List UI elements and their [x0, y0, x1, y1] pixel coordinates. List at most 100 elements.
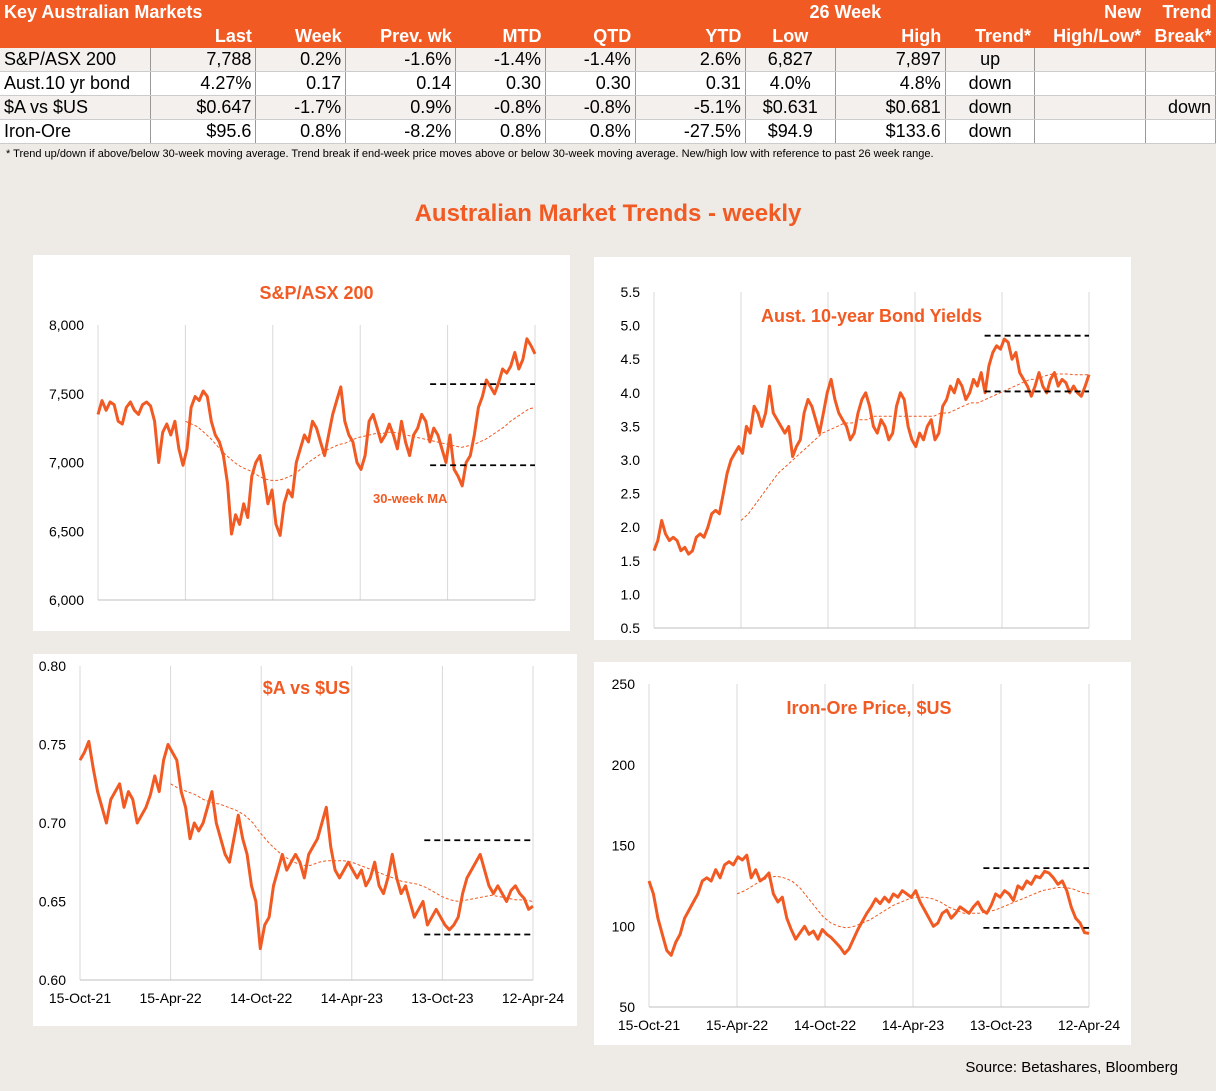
table-header-row-2: Last Week Prev. wk MTD QTD YTD Low High … — [0, 24, 1216, 48]
x-tick-label: 13-Oct-23 — [411, 990, 473, 1006]
x-tick-label: 14-Apr-23 — [321, 990, 383, 1006]
footnote: * Trend up/down if above/below 30-week m… — [6, 148, 934, 160]
y-tick-label: 2.5 — [621, 486, 641, 502]
iron-chart: 15-Oct-21 15-Apr-22 14-Oct-22 14-Apr-23 13-O… — [612, 676, 1121, 1033]
x-tick-label: 14-Oct-22 — [230, 990, 292, 1006]
moving-average-line — [185, 407, 536, 481]
table-cell-low: $0.631 — [745, 95, 836, 120]
table-cell-ytd: 0.31 — [635, 71, 746, 96]
y-tick-label: 0.60 — [39, 972, 66, 988]
chart-title: S&P/ASX 200 — [259, 283, 373, 303]
x-tick-label: 14-Apr-23 — [882, 1017, 944, 1033]
x-tick-label: 15-Apr-22 — [706, 1017, 768, 1033]
table-cell-brk — [1145, 71, 1216, 96]
y-tick-label: 7,000 — [49, 455, 84, 471]
chart-title: Aust. 10-year Bond Yields — [761, 306, 982, 326]
ma-annotation: 30-week MA — [373, 491, 448, 506]
table-cell-trend: down — [945, 95, 1036, 120]
col-header: YTD — [635, 24, 746, 48]
aud-chart: 15-Oct-21 15-Apr-22 14-Oct-22 14-Apr-23 13-O… — [39, 658, 565, 1006]
y-tick-label: 6,500 — [49, 523, 84, 539]
table-cell-newhl — [1034, 95, 1146, 120]
x-tick-label: 14-Oct-22 — [794, 1017, 856, 1033]
asx-chart: 6,000 6,500 7,000 7,500 8,000 S&P/ASX 200 30-w… — [49, 283, 537, 608]
header-trend-bottom: Break* — [1145, 24, 1216, 48]
table-cell-prev: 0.14 — [345, 71, 457, 96]
y-tick-label: 5.0 — [621, 318, 641, 334]
table-cell-qtd: 0.30 — [545, 71, 636, 96]
table-cell-low: 6,827 — [745, 48, 836, 72]
table-cell-ytd: 2.6% — [635, 48, 746, 72]
moving-average-line — [170, 783, 534, 903]
price-series-line — [78, 739, 534, 951]
y-tick-label: 0.75 — [39, 737, 66, 753]
x-tick-label: 15-Oct-21 — [49, 990, 111, 1006]
table-cell-trend: up — [945, 48, 1036, 72]
y-tick-label: 6,000 — [49, 592, 84, 608]
table-cell-last: 7,788 — [150, 48, 257, 72]
table-cell-mtd: 0.8% — [455, 119, 547, 144]
table-row: Iron-Ore $95.6 0.8% -8.2% 0.8% 0.8% -27.5% $94.… — [0, 119, 1216, 144]
header-new-bottom: High/Low* — [1034, 24, 1146, 48]
header-trend-top: Trend — [1145, 0, 1216, 24]
table-cell-ytd: -27.5% — [635, 119, 746, 144]
table-cell-newhl — [1034, 71, 1146, 96]
table-cell-prev: 0.9% — [345, 95, 457, 120]
chart-panel-iron: 15-Oct-21 15-Apr-22 14-Oct-22 14-Apr-23 13-O… — [594, 662, 1131, 1045]
col-header: Week — [255, 24, 346, 48]
price-series-line — [652, 337, 1091, 556]
y-tick-label: 0.65 — [39, 894, 66, 910]
table-cell-name: Aust.10 yr bond — [0, 71, 152, 96]
col-header: MTD — [455, 24, 546, 48]
x-tick-label: 13-Oct-23 — [970, 1017, 1032, 1033]
y-tick-label: 0.5 — [621, 620, 641, 636]
table-cell-trend: down — [945, 119, 1036, 144]
chart-title: Iron-Ore Price, $US — [786, 698, 951, 718]
table-cell-qtd: -0.8% — [545, 95, 636, 120]
source-note: Source: Betashares, Bloomberg — [965, 1059, 1178, 1076]
y-tick-label: 2.0 — [621, 519, 641, 535]
col-header: Prev. wk — [345, 24, 456, 48]
price-series-line — [96, 337, 537, 537]
col-header: Last — [150, 24, 256, 48]
y-tick-label: 8,000 — [49, 317, 84, 333]
table-cell-brk — [1145, 119, 1216, 144]
table-cell-qtd: -1.4% — [545, 48, 636, 72]
table-cell-name: S&P/ASX 200 — [0, 48, 152, 72]
y-tick-label: 4.5 — [621, 351, 641, 367]
header-new-top: New — [1034, 0, 1146, 24]
table-cell-last: $0.647 — [150, 95, 257, 120]
y-tick-label: 0.80 — [39, 658, 66, 674]
chart-panel-aud: 15-Oct-21 15-Apr-22 14-Oct-22 14-Apr-23 13-O… — [33, 654, 577, 1026]
table-cell-trend: down — [945, 71, 1036, 96]
markets-table: Key Australian Markets 26 Week New Trend… — [0, 0, 1216, 144]
table-cell-high: 4.8% — [835, 71, 946, 96]
table-title: Key Australian Markets — [0, 0, 256, 24]
x-tick-label: 15-Apr-22 — [139, 990, 201, 1006]
table-cell-last: $95.6 — [150, 119, 257, 144]
table-cell-mtd: -1.4% — [455, 48, 547, 72]
table-cell-last: 4.27% — [150, 71, 257, 96]
y-tick-label: 1.0 — [621, 586, 641, 602]
x-tick-label: 15-Oct-21 — [618, 1017, 680, 1033]
y-tick-label: 200 — [612, 757, 636, 773]
x-tick-label: 12-Apr-24 — [502, 990, 564, 1006]
table-cell-high: $133.6 — [835, 119, 946, 144]
table-cell-week: 0.8% — [255, 119, 347, 144]
table-cell-high: 7,897 — [835, 48, 946, 72]
y-tick-label: 4.0 — [621, 385, 641, 401]
table-cell-prev: -8.2% — [345, 119, 457, 144]
table-cell-name: Iron-Ore — [0, 119, 152, 144]
table-cell-name: $A vs $US — [0, 95, 152, 120]
table-cell-mtd: 0.30 — [455, 71, 547, 96]
table-cell-newhl — [1034, 119, 1146, 144]
y-tick-label: 0.70 — [39, 815, 66, 831]
table-cell-high: $0.681 — [835, 95, 946, 120]
table-cell-low: $94.9 — [745, 119, 836, 144]
price-series-line — [647, 853, 1090, 957]
x-tick-label: 12-Apr-24 — [1058, 1017, 1120, 1033]
y-tick-label: 1.5 — [621, 553, 641, 569]
y-tick-label: 3.0 — [621, 452, 641, 468]
table-header-row-1: Key Australian Markets 26 Week New Trend — [0, 0, 1216, 24]
chart-panel-bond: 0.5 1.0 1.5 2.0 2.5 3.0 3.5 4.0 4.5 5.0 5.5 Aust. 1… — [594, 257, 1131, 640]
